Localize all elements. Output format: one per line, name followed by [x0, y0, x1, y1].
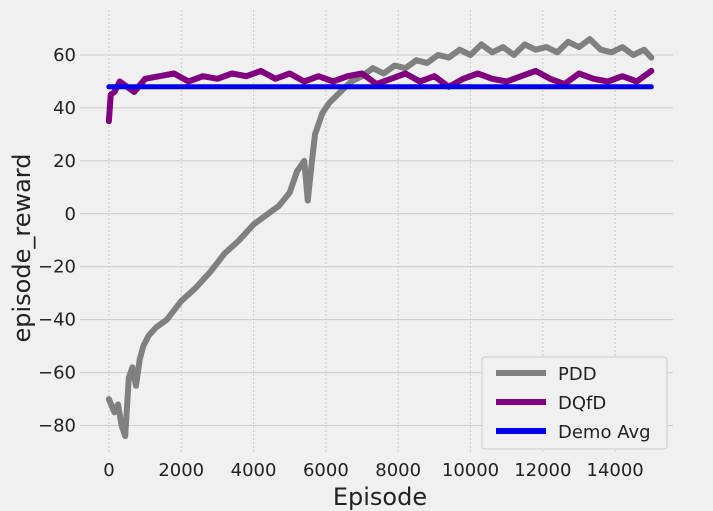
x-tick-label: 14000: [587, 460, 644, 481]
x-axis-title: Episode: [333, 483, 427, 511]
x-tick-label: 0: [103, 460, 114, 481]
y-tick-label: 40: [53, 98, 76, 119]
x-tick-label: 6000: [303, 460, 349, 481]
x-tick-label: 4000: [231, 460, 277, 481]
legend-label-demo-avg: Demo Avg: [558, 422, 651, 443]
tick-labels: 0 2000 4000 6000 8000 10000 12000 14000 −80 −60 −4…: [38, 45, 644, 481]
series-group: [105, 36, 655, 440]
legend: PDD DQfD Demo Avg: [481, 356, 668, 450]
legend-label-dqfd: DQfD: [558, 393, 606, 414]
y-tick-label: −80: [38, 416, 76, 437]
y-tick-label: 20: [53, 151, 76, 172]
legend-label-pdd: PDD: [558, 364, 597, 385]
y-tick-label: −60: [38, 363, 76, 384]
series-line-pdd: [105, 36, 655, 440]
y-tick-label: −40: [38, 310, 76, 331]
y-axis-title: episode_reward: [8, 154, 36, 343]
series-line-dqfd: [105, 67, 655, 125]
x-tick-label: 12000: [514, 460, 571, 481]
legend-frame: [481, 356, 668, 450]
y-tick-label: −20: [38, 257, 76, 278]
x-tick-label: 2000: [158, 460, 204, 481]
x-tick-label: 10000: [442, 460, 499, 481]
y-tick-label: 0: [65, 204, 76, 225]
y-tick-label: 60: [53, 45, 76, 66]
x-tick-label: 8000: [375, 460, 421, 481]
